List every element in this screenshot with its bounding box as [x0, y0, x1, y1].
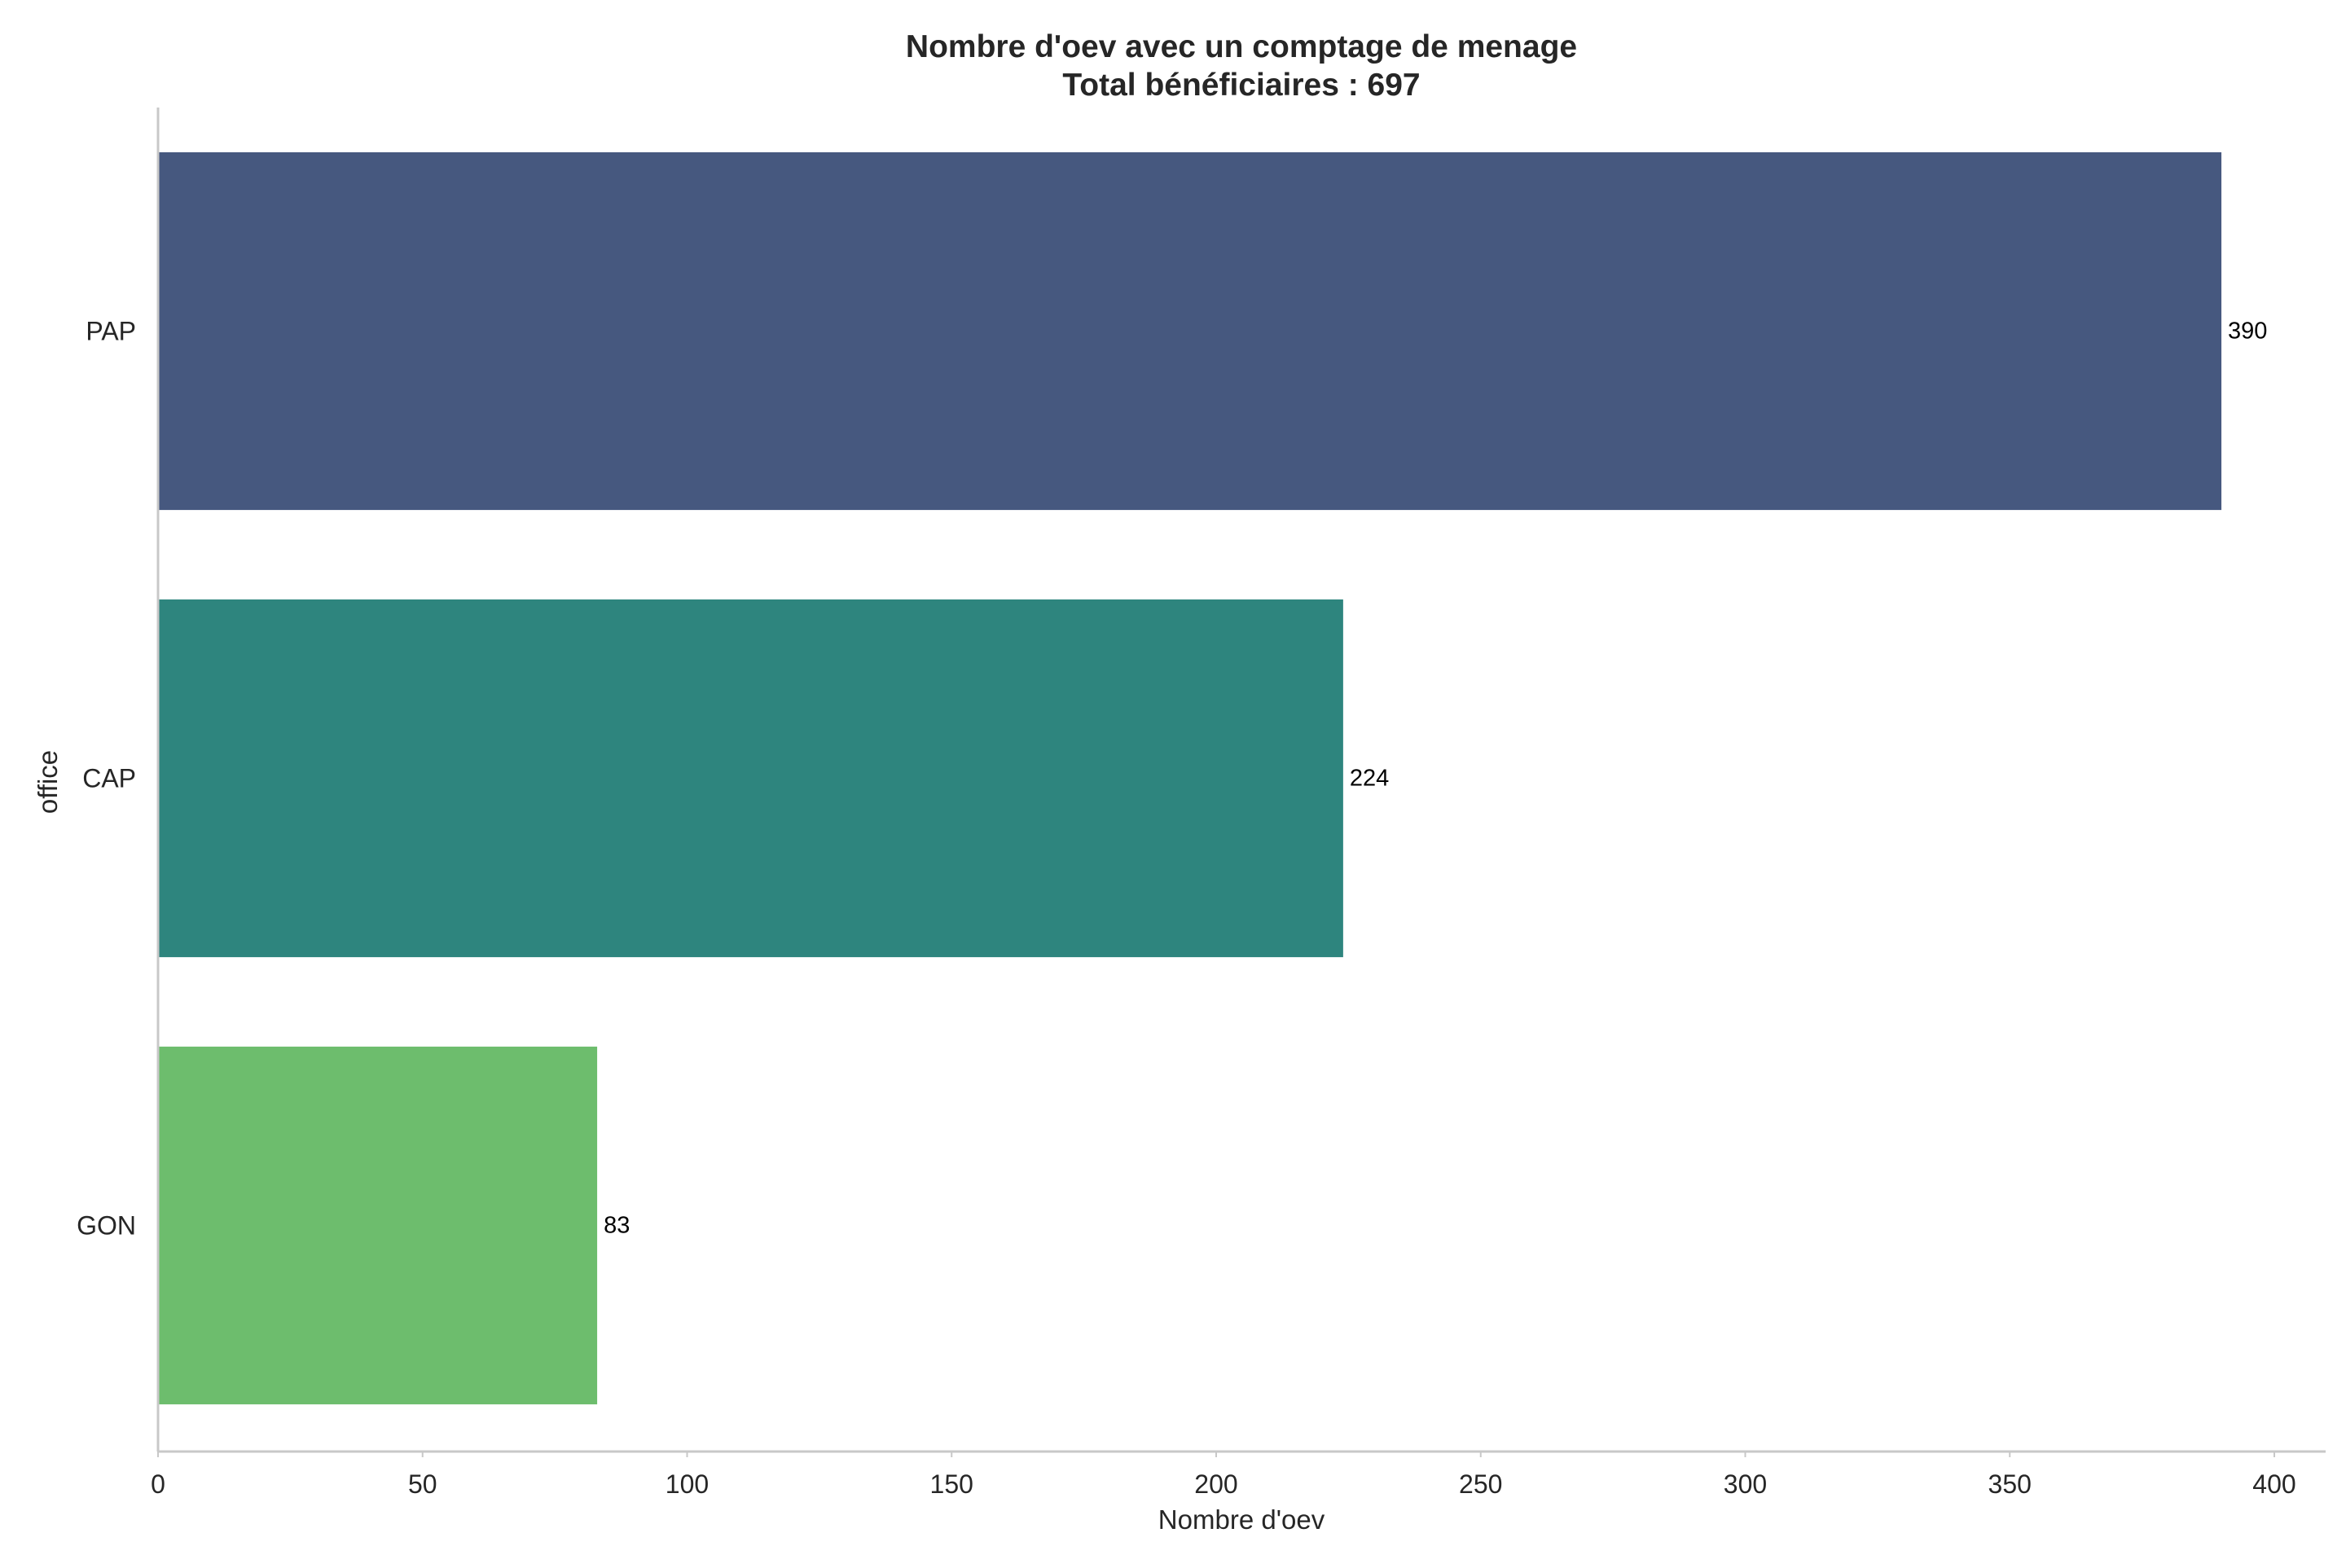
x-tick-label-250: 250 [1459, 1469, 1502, 1499]
y-axis-ticks: PAP CAP GON [77, 317, 136, 1241]
value-labels-layer: 390 224 83 [604, 318, 2267, 1239]
chart-title-line-1: Nombre d'oev avec un comptage de menage [906, 29, 1577, 64]
x-axis-label: Nombre d'oev [1158, 1504, 1325, 1535]
y-tick-label-pap: PAP [86, 317, 136, 346]
bar-gon [158, 1046, 598, 1405]
value-label-cap: 224 [1350, 766, 1389, 792]
x-tick-label-400: 400 [2252, 1469, 2295, 1499]
chart-title-line-2: Total bénéficiaires : 697 [1062, 68, 1420, 103]
x-tick-label-300: 300 [1724, 1469, 1767, 1499]
bar-pap [158, 152, 2222, 511]
x-tick-label-50: 50 [408, 1469, 437, 1499]
bar-cap [158, 599, 1343, 958]
x-axis-ticks: 0 50 100 150 200 250 300 350 400 [151, 1452, 2296, 1499]
x-tick-label-150: 150 [930, 1469, 973, 1499]
x-tick-label-0: 0 [151, 1469, 165, 1499]
value-label-pap: 390 [2228, 318, 2267, 345]
bars-layer [158, 152, 2222, 1405]
x-tick-label-200: 200 [1194, 1469, 1237, 1499]
x-tick-label-350: 350 [1988, 1469, 2032, 1499]
y-tick-label-cap: CAP [82, 764, 136, 793]
y-tick-label-gon: GON [77, 1211, 136, 1241]
y-axis-label: office [33, 750, 63, 814]
value-label-gon: 83 [604, 1213, 630, 1239]
x-tick-label-100: 100 [666, 1469, 709, 1499]
